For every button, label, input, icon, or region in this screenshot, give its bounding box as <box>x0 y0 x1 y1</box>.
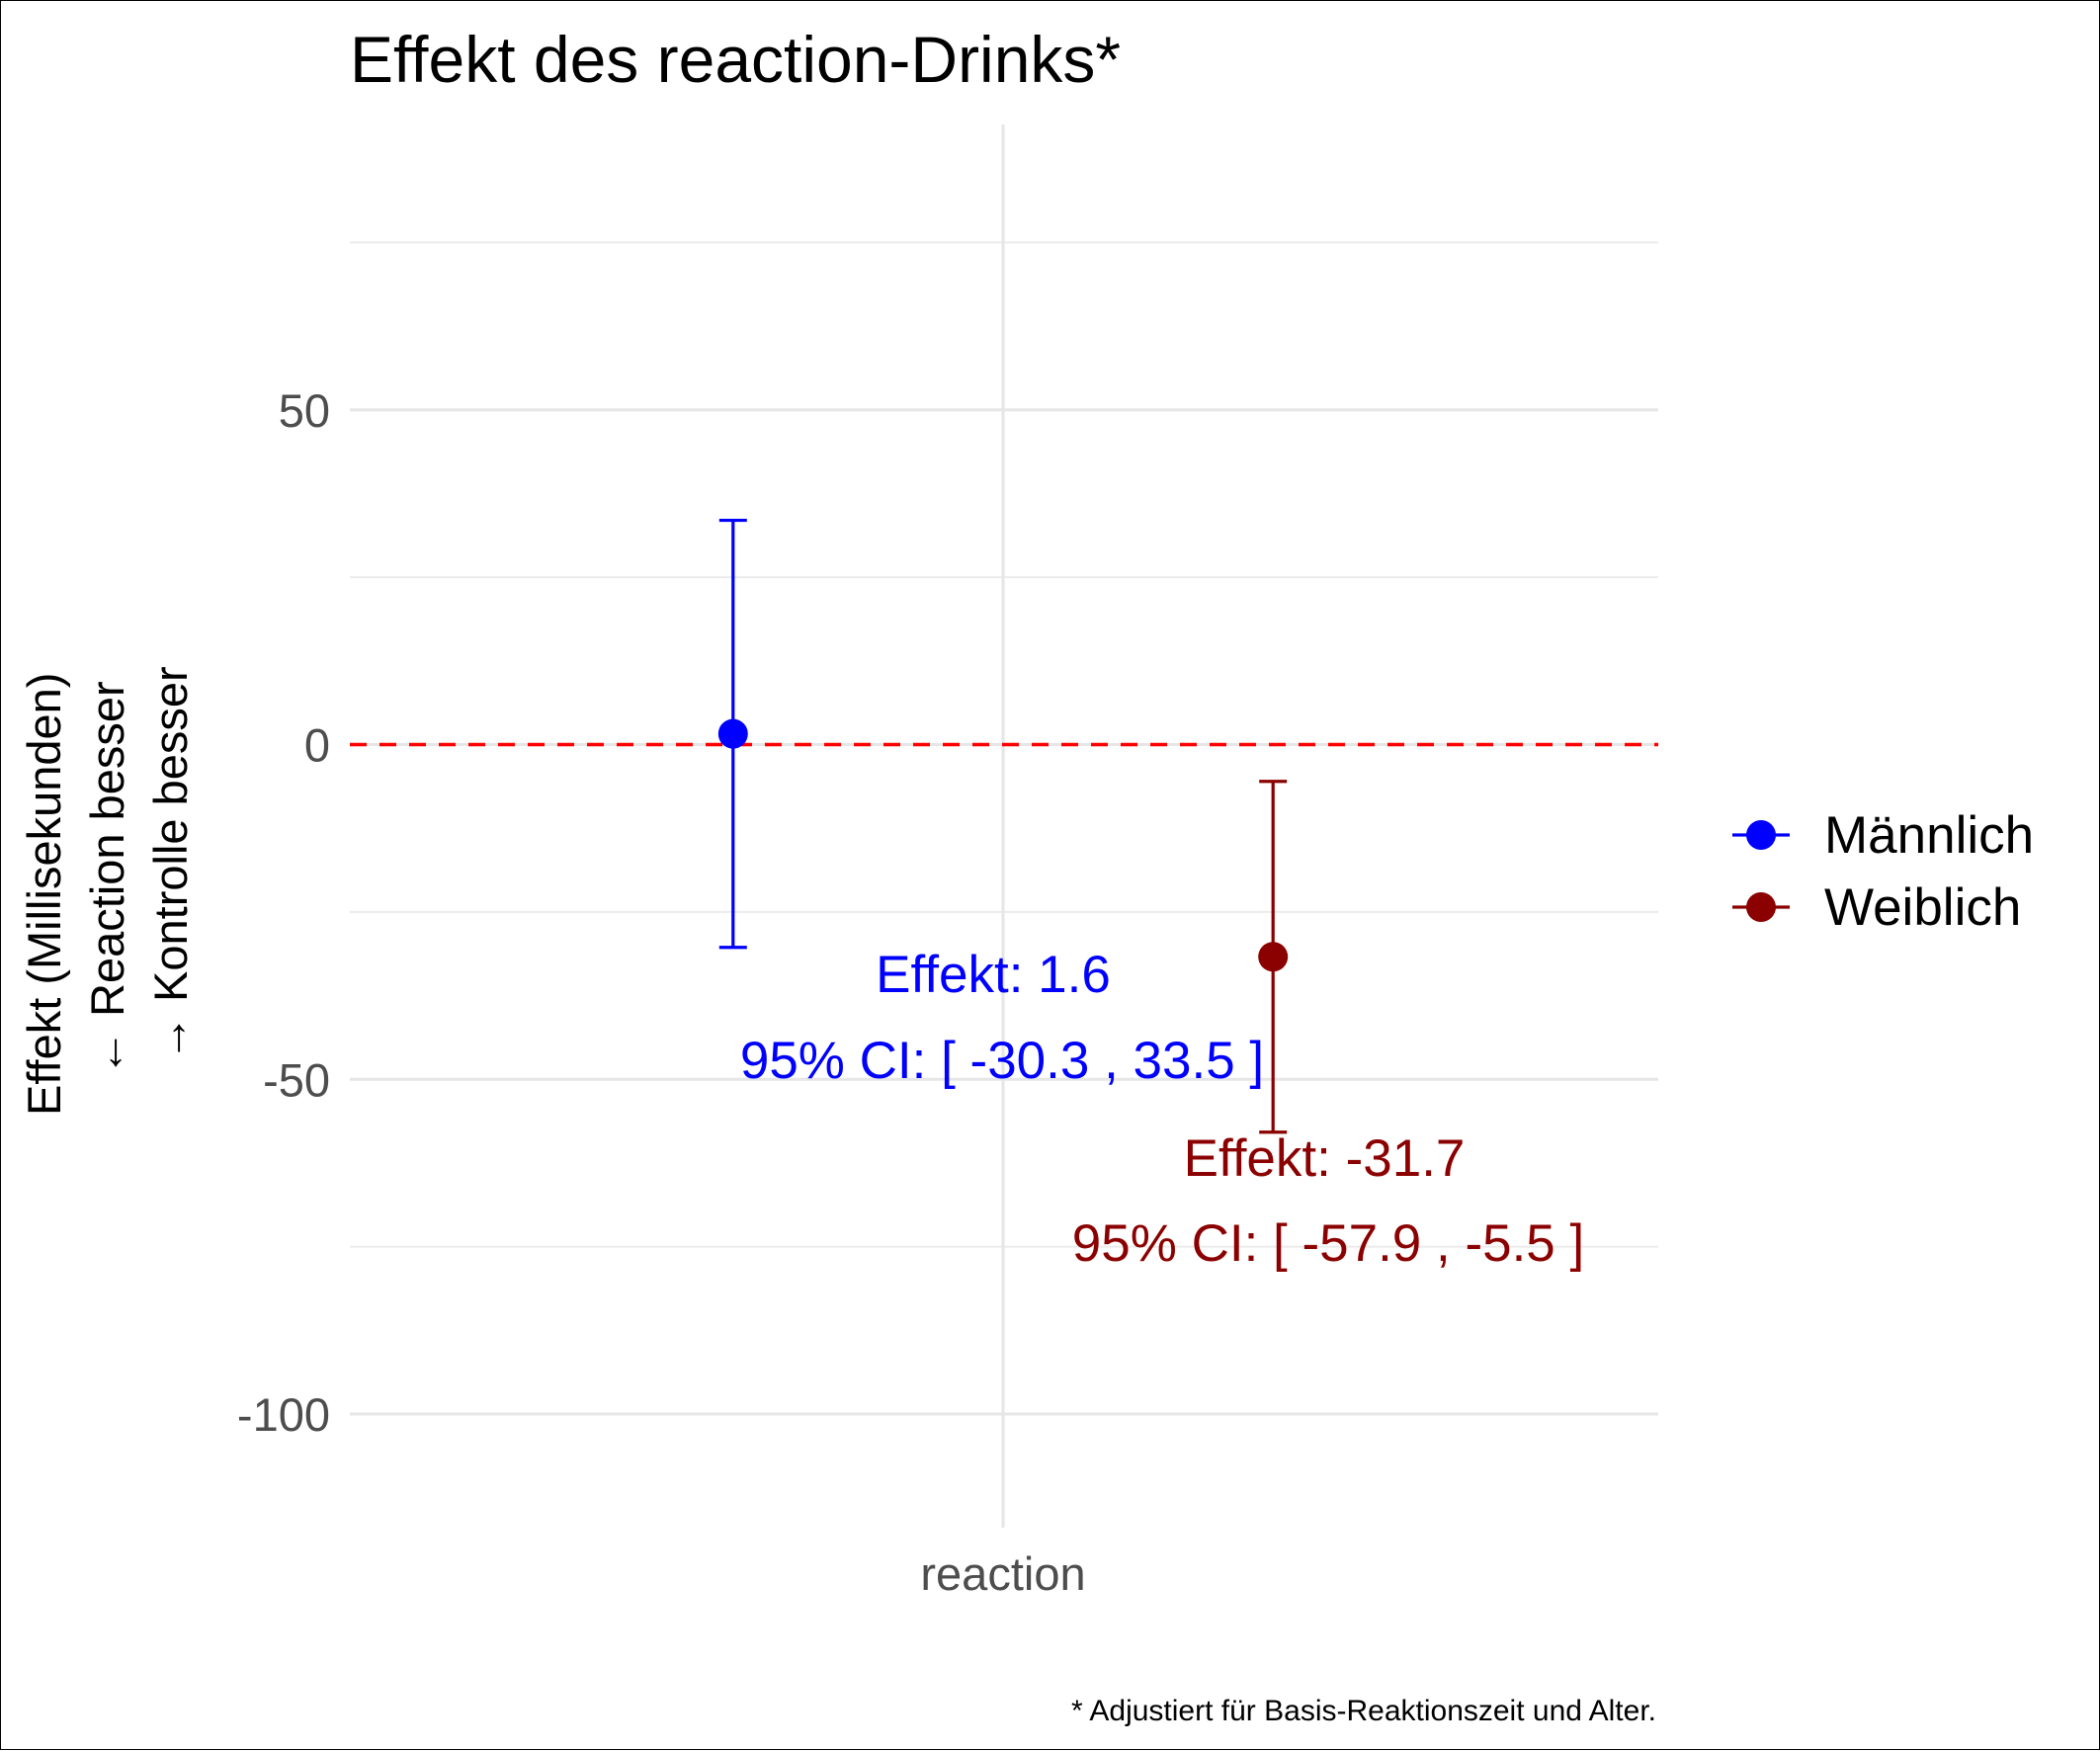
grid-lines <box>350 125 1658 1528</box>
data-marks <box>717 518 1289 1134</box>
chart-title: Effekt des reaction-Drinks* <box>350 23 1121 96</box>
ci-label: 95% CI: [ -57.9 , -5.5 ] <box>1072 1214 1584 1273</box>
data-labels: Effekt: 1.6 95% CI: [ -30.3 , 33.5 ] Effek… <box>740 946 1584 1273</box>
legend-key-point <box>1746 820 1776 850</box>
effect-point <box>717 718 748 749</box>
legend: Männlich Weiblich <box>1732 806 2034 937</box>
ci-label: 95% CI: [ -30.3 , 33.5 ] <box>740 1032 1264 1090</box>
legend-label: Weiblich <box>1824 878 2021 937</box>
effect-label: Effekt: 1.6 <box>876 946 1111 1004</box>
y-tick-label: 0 <box>304 719 330 772</box>
chart-caption: * Adjustiert für Basis-Reaktionszeit und… <box>1071 1695 1656 1727</box>
y-tick-label: 50 <box>279 384 330 437</box>
axis-labels: 50 0 -50 -100 reaction <box>237 384 1086 1600</box>
y-tick-label: -100 <box>237 1388 330 1441</box>
effect-point <box>1258 942 1289 972</box>
x-tick-label: reaction <box>920 1547 1085 1600</box>
effect-label: Effekt: -31.7 <box>1184 1129 1466 1188</box>
legend-label: Männlich <box>1824 806 2034 865</box>
y-axis-title-line-3: → Kontrolle besser <box>144 666 197 1061</box>
y-axis-title-line-2: ← Reaction besser <box>81 681 133 1076</box>
y-tick-label: -50 <box>263 1053 330 1106</box>
y-axis-title-line-1: Effekt (Millisekunden) <box>18 673 70 1116</box>
legend-key-point <box>1746 892 1776 922</box>
